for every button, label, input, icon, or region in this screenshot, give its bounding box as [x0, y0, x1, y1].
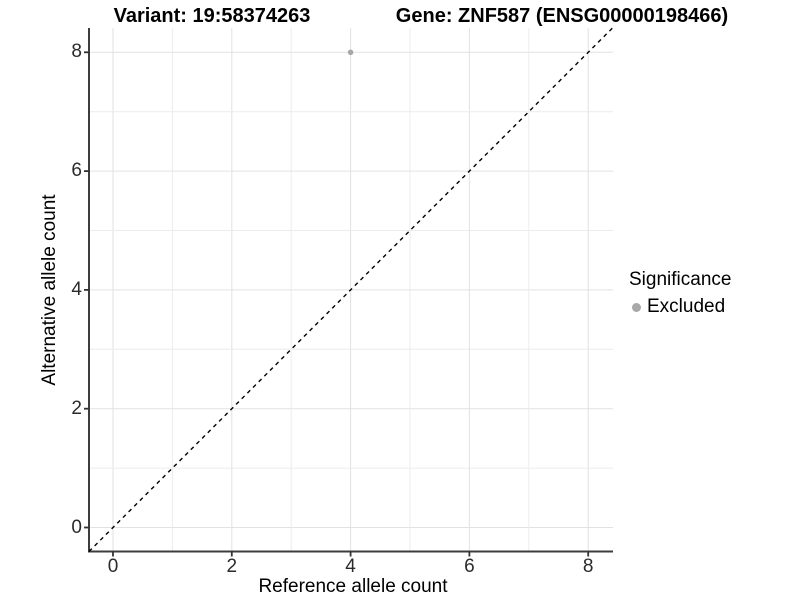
axis-lines	[84, 28, 613, 557]
x-tick-label: 8	[582, 556, 594, 577]
data-point	[347, 49, 354, 56]
y-tick-label: 0	[71, 516, 82, 538]
identity-line	[88, 27, 613, 552]
x-tick-label: 2	[226, 556, 238, 577]
y-tick-label: 8	[71, 41, 82, 63]
legend-item-label: Excluded	[647, 296, 726, 317]
y-tick-label: 6	[71, 160, 82, 182]
legend-item-excluded: Excluded	[629, 296, 731, 318]
x-tick-label: 0	[107, 556, 119, 577]
legend-title: Significance	[629, 269, 732, 290]
excluded-marker-icon	[632, 302, 641, 312]
x-tick-label: 4	[345, 556, 356, 577]
legend: Significance Excluded	[629, 269, 731, 318]
y-tick-label: 4	[71, 278, 82, 300]
x-axis-label: Reference allele count	[258, 576, 448, 597]
plot-title-variant: Variant: 19:58374263	[113, 5, 311, 27]
identity-dashed-line	[88, 27, 613, 552]
y-tick-label: 2	[71, 397, 82, 419]
y-axis-label: Alternative allele count	[39, 194, 60, 386]
data-points	[347, 49, 354, 56]
x-tick-label: 6	[464, 556, 475, 577]
plot-title-gene: Gene: ZNF587 (ENSG00000198466)	[395, 5, 729, 27]
